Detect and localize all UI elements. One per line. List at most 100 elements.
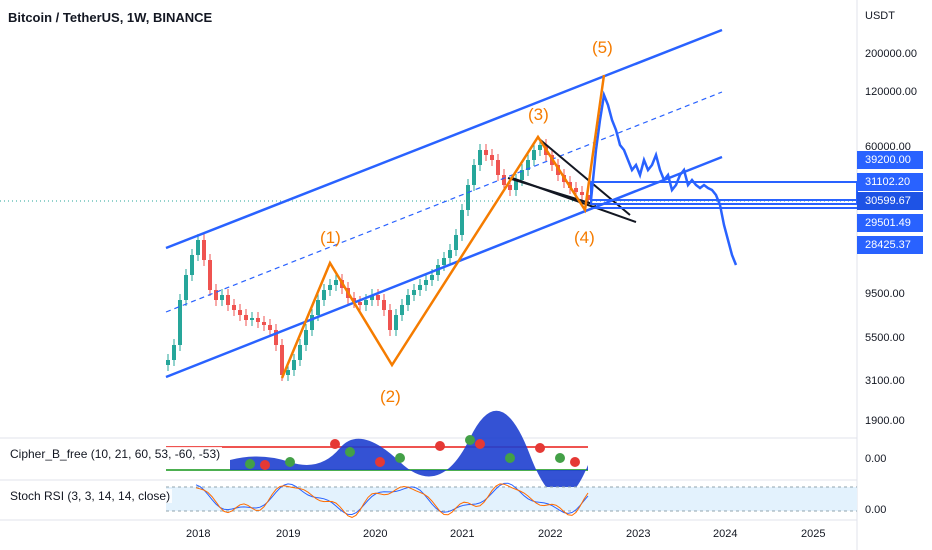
elliott-wave-path — [280, 74, 606, 379]
candle-body — [520, 170, 524, 180]
candle-body — [310, 315, 314, 330]
candle-body — [280, 345, 284, 375]
candle-body — [412, 290, 416, 295]
channel-mid-line — [165, 91, 723, 313]
projection-path — [589, 90, 738, 266]
candle-body — [334, 280, 338, 285]
candle-body — [394, 315, 398, 330]
candle-body — [376, 295, 380, 300]
cipher-axis-label: 0.00 — [865, 453, 887, 465]
time-axis-label: 2020 — [363, 528, 388, 540]
candle-body — [460, 210, 464, 235]
time-axis-label: 2025 — [801, 528, 826, 540]
stoch-axis-label: 0.00 — [865, 504, 887, 516]
candle-body — [202, 240, 206, 260]
candle-body — [574, 188, 578, 192]
candle-body — [358, 302, 362, 305]
price-axis-label: 3100.00 — [865, 375, 905, 387]
candle-body — [448, 250, 452, 258]
candle-body — [508, 185, 512, 190]
candle-body — [238, 310, 242, 315]
candle-body — [226, 295, 230, 305]
cipher-dot — [475, 439, 485, 449]
candle-body — [316, 300, 320, 315]
candle-body — [442, 258, 446, 265]
price-tag: 31102.20 — [857, 173, 923, 191]
candle-body — [472, 165, 476, 185]
candle-body — [466, 185, 470, 210]
wave-label: (2) — [380, 387, 401, 406]
wave-label: (5) — [592, 38, 613, 57]
time-axis-label: 2019 — [276, 528, 301, 540]
candle-body — [166, 360, 170, 365]
currency-label: USDT — [865, 10, 895, 22]
candle-body — [220, 295, 224, 300]
cipher-wave-area — [230, 410, 588, 498]
time-axis-label: 2023 — [626, 528, 651, 540]
price-axis-label: 120000.00 — [865, 86, 917, 98]
cipher-dot — [395, 453, 405, 463]
candle-body — [382, 300, 386, 310]
candle-body — [502, 175, 506, 185]
candle-body — [454, 235, 458, 250]
candle-body — [196, 240, 200, 255]
cipher-dot — [555, 453, 565, 463]
candle-body — [232, 305, 236, 310]
candle-body — [214, 290, 218, 300]
candle-body — [268, 325, 272, 330]
time-axis-label: 2022 — [538, 528, 563, 540]
candle-body — [172, 345, 176, 360]
symbol-title[interactable]: Bitcoin / TetherUS, 1W, BINANCE — [8, 10, 213, 25]
cipher-indicator-label[interactable]: Cipher_B_free (10, 21, 60, 53, -60, -53) — [8, 447, 223, 461]
cipher-dot — [505, 453, 515, 463]
cipher-dot — [535, 443, 545, 453]
cipher-dot — [285, 457, 295, 467]
price-tag: 39200.00 — [857, 151, 923, 169]
candle-body — [430, 275, 434, 280]
candle-body — [538, 145, 542, 150]
candle-body — [274, 330, 278, 345]
price-axis-label: 60000.00 — [865, 141, 911, 153]
candle-body — [496, 160, 500, 175]
price-axis-label: 1900.00 — [865, 415, 905, 427]
cipher-dot — [375, 457, 385, 467]
candle-body — [250, 318, 254, 320]
price-tag-last: 30599.67 — [857, 192, 923, 210]
wave-label: (1) — [320, 228, 341, 247]
candle-body — [514, 180, 518, 190]
candle-body — [484, 150, 488, 155]
cipher-dot — [345, 447, 355, 457]
candle-body — [298, 345, 302, 360]
price-axis-label: 200000.00 — [865, 48, 917, 60]
candle-body — [418, 285, 422, 290]
cipher-dot — [570, 457, 580, 467]
candle-body — [580, 192, 584, 195]
candle-body — [208, 260, 212, 290]
candle-body — [364, 300, 368, 305]
candle-body — [190, 255, 194, 275]
channel-lower-line — [165, 155, 723, 379]
candle-body — [406, 295, 410, 305]
stoch-rsi-label[interactable]: Stoch RSI (3, 3, 14, 14, close) — [8, 489, 173, 503]
candle-body — [256, 318, 260, 322]
candle-body — [532, 150, 536, 160]
candle-body — [184, 275, 188, 300]
price-axis-label: 9500.00 — [865, 288, 905, 300]
cipher-dot — [435, 441, 445, 451]
candle-body — [490, 155, 494, 160]
candle-body — [388, 310, 392, 330]
candle-body — [178, 300, 182, 345]
price-axis-label: 5500.00 — [865, 332, 905, 344]
candle-body — [400, 305, 404, 315]
candle-body — [478, 150, 482, 165]
candle-body — [526, 160, 530, 170]
candle-body — [352, 298, 356, 302]
time-axis-label: 2024 — [713, 528, 738, 540]
candle-body — [424, 280, 428, 285]
wave-label: (4) — [574, 228, 595, 247]
price-tag: 29501.49 — [857, 214, 923, 232]
time-axis-label: 2018 — [186, 528, 211, 540]
wedge-line — [537, 137, 631, 216]
